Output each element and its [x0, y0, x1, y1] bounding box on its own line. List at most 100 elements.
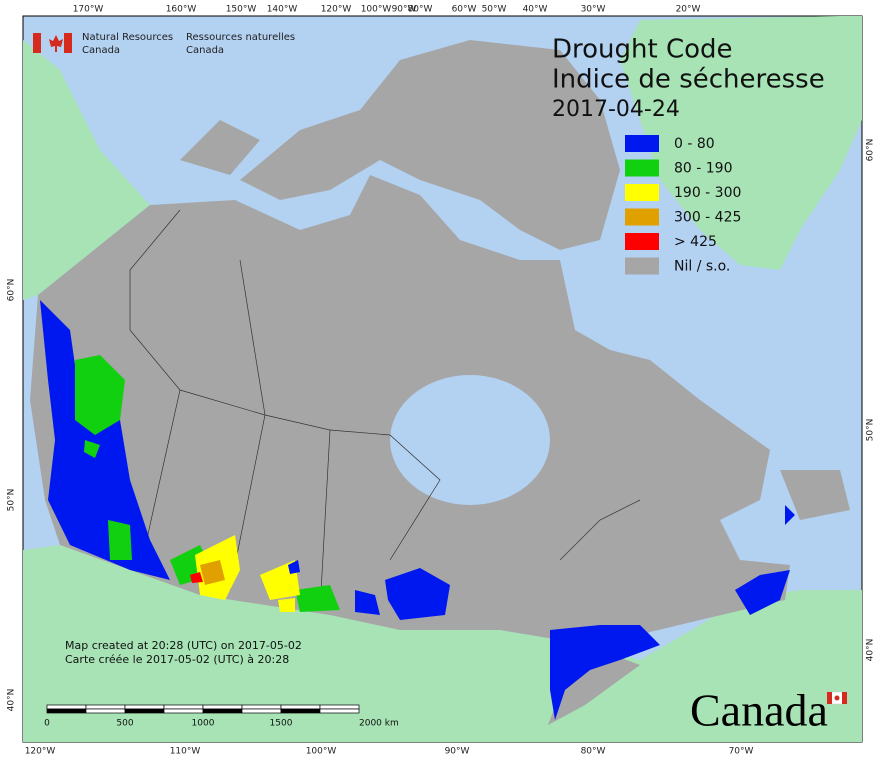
note: Map created at 20:28 (UTC) on 2017-05-02 [65, 639, 302, 652]
legend-swatch [625, 257, 659, 275]
drought-area [278, 598, 295, 612]
legend-label: 80 - 190 [674, 161, 733, 177]
greenland [620, 16, 862, 270]
legend-label: 190 - 300 [674, 185, 741, 201]
scale-segment [46, 708, 87, 714]
latitude-label: 40°N [866, 639, 876, 662]
scale-segment [241, 708, 282, 714]
scale-segment [85, 708, 126, 714]
longitude-label: 90°W [445, 747, 470, 757]
scale-segment [202, 708, 243, 714]
legend-label: > 425 [674, 234, 717, 250]
maple-leaf [834, 695, 840, 701]
maple-leaf [49, 35, 63, 52]
nrcan-logo [33, 33, 72, 53]
scale-segment [85, 704, 126, 710]
scale-segment [163, 704, 204, 710]
longitude-label: 90°W [392, 5, 417, 15]
scale-segment [124, 704, 165, 710]
drought-area [355, 590, 380, 615]
drought-area [785, 505, 795, 525]
scale-label: 500 [116, 719, 133, 729]
scale-label: 2000 km [359, 719, 399, 729]
scale-segment [319, 708, 360, 714]
borders [129, 209, 641, 611]
drought-area [75, 355, 125, 435]
scale-segment [280, 704, 321, 710]
longitude-label: 170°W [73, 5, 104, 15]
legend-swatch [625, 208, 659, 226]
scale-segment [163, 708, 204, 714]
alaska [23, 40, 150, 300]
scale-label: 0 [44, 719, 50, 729]
legend-label: 300 - 425 [674, 210, 741, 226]
drought-area [550, 625, 660, 720]
scale-segment [319, 704, 360, 710]
longitude-label: 120°W [25, 747, 56, 757]
hudson-bay [390, 375, 550, 505]
wordmark: Canada [690, 685, 828, 736]
longitude-label: 150°W [226, 5, 257, 15]
header-text: Ressources naturelles [186, 32, 295, 43]
wordmark-flag [826, 691, 848, 705]
scale-segment [46, 704, 87, 710]
banks-island [180, 120, 260, 175]
legend-swatch [625, 233, 659, 250]
drought-area [40, 300, 170, 580]
scale-bar: 0 500 1000 1500 2000 km [44, 704, 399, 729]
scale-label: 1000 [192, 719, 215, 729]
legend-swatch [625, 135, 659, 152]
newfoundland [780, 470, 850, 520]
longitude-label: 80°W [581, 747, 606, 757]
header-text: Natural Resources [82, 32, 173, 43]
graticule-labels: 170°W 160°W 150°W 140°W 120°W 100°W 90°W80°W 60… [7, 5, 876, 757]
title: Drought Code [552, 35, 733, 65]
arctic-islands [240, 40, 620, 250]
longitude-label: 100°W [361, 5, 392, 15]
longitude-label: 30°W [581, 5, 606, 15]
drought-area [288, 560, 300, 574]
longitude-label: 140°W [267, 5, 298, 15]
drought-area [295, 585, 340, 612]
flag-bar [33, 33, 41, 53]
longitude-label: 110°W [170, 747, 201, 757]
latitude-label: 50°N [866, 419, 876, 442]
title: Indice de sécheresse [552, 65, 825, 95]
flag-bar [842, 692, 847, 704]
legend-swatch [625, 159, 659, 177]
legend-label: Nil / s.o. [674, 259, 730, 275]
drought-area [385, 568, 450, 620]
drought-area [200, 560, 225, 585]
legend-label: 0 - 80 [674, 136, 715, 152]
longitude-label: 50°W [482, 5, 507, 15]
drought-area [190, 572, 203, 583]
legend: 0 - 80 80 - 190 190 - 300 300 - 425 > 425 Nil… [625, 135, 741, 275]
longitude-label: 70°W [729, 747, 754, 757]
latitude-label: 50°N [7, 489, 17, 512]
latitude-label: 60°N [7, 279, 17, 302]
longitude-label: 80°W [408, 5, 433, 15]
drought-area [735, 570, 790, 615]
longitude-label: 100°W [306, 747, 337, 757]
legend-swatch [625, 184, 659, 201]
scale-label: 1500 [270, 719, 293, 729]
longitude-label: 120°W [321, 5, 352, 15]
longitude-label: 160°W [166, 5, 197, 15]
flag-bar [827, 692, 832, 704]
longitude-label: 40°W [523, 5, 548, 15]
drought-area [84, 440, 100, 458]
latitude-label: 40°N [7, 689, 17, 712]
scale-segment [202, 704, 243, 710]
scale-segment [124, 708, 165, 714]
longitude-label: 60°W [452, 5, 477, 15]
header-text: Canada [82, 45, 120, 56]
flag-bar [64, 33, 72, 53]
drought-area [108, 520, 132, 560]
note: Carte créée le 2017-05-02 (UTC) à 20:28 [65, 653, 289, 666]
date: 2017-04-24 [552, 97, 680, 122]
header-text: Canada [186, 45, 224, 56]
drought-areas [40, 300, 795, 720]
scale-segment [280, 708, 321, 714]
longitude-label: 20°W [676, 5, 701, 15]
